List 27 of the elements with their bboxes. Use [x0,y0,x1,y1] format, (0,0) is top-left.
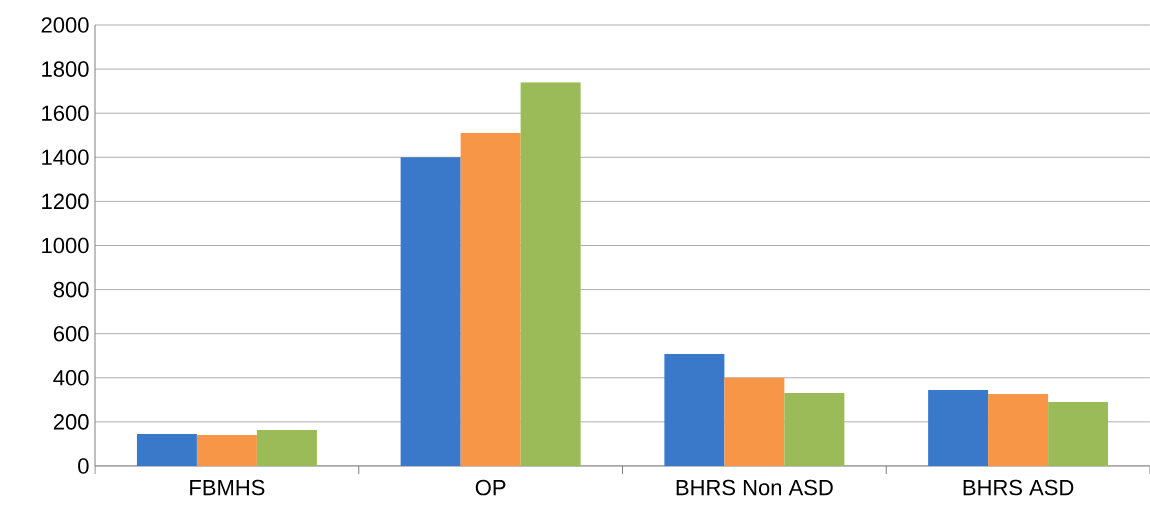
y-tick-label: 1400 [42,149,89,166]
bar [520,82,581,466]
y-tick-label: 800 [53,281,89,298]
bar [1048,402,1109,466]
y-tick-label: 1600 [42,105,89,121]
bar [400,157,461,466]
bar [136,434,197,466]
bar [256,430,317,466]
y-tick-label: 600 [53,325,89,342]
y-tick-label: 1200 [42,193,89,210]
y-tick-label: 200 [53,414,89,430]
y-tick-label: 400 [53,369,89,386]
y-tick-label: 1800 [42,61,89,77]
x-tick-label: OP [475,479,506,496]
bar [784,393,845,466]
y-tick-label: 0 [78,458,89,474]
bar [724,377,785,466]
y-tick-label: 2000 [41,17,89,33]
bar [988,393,1049,466]
x-tick-label: FBMHS [190,479,265,496]
x-tick-label: BHRS ASD [963,479,1074,496]
bar [460,133,521,466]
x-tick-label: BHRS Non ASD [676,479,833,496]
bar [196,435,257,466]
y-tick-label: 1000 [42,237,89,254]
bar [928,389,989,466]
bar [664,353,725,466]
